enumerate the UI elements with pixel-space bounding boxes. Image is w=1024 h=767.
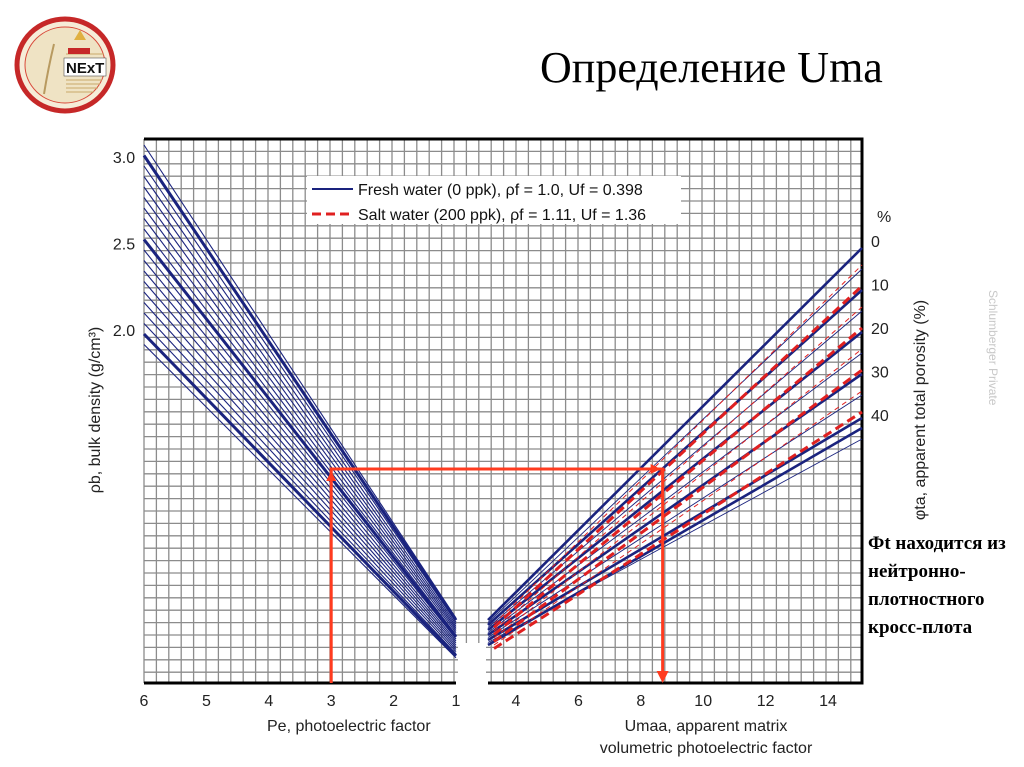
right-panel-lines [487,247,864,650]
rhob-axis-title: ρb, bulk density (g/cm³) [87,327,104,493]
umaa-tick: 8 [636,693,645,710]
next-logo: NExT [14,14,116,116]
porosity-tick: 30 [871,365,889,382]
porosity-tick: 40 [871,408,889,425]
pe-tick: 2 [389,693,398,710]
pe-tick: 1 [452,693,461,710]
svg-text:Fresh water (0 ppk), ρf = 1.0,: Fresh water (0 ppk), ρf = 1.0, Uf = 0.39… [358,182,643,199]
pe-tick: 5 [202,693,211,710]
example-guide-path [326,464,669,683]
umaa-axis-title-1: Umaa, apparent matrix [625,718,788,735]
note-line: кросс-плота [868,617,973,638]
porosity-axis-title: φta, apparent total porosity (%) [912,300,929,520]
porosity-unit: % [877,209,891,226]
watermark: Schlumberger Private [986,290,1000,406]
porosity-tick: 20 [871,321,889,338]
umaa-tick: 4 [512,693,521,710]
umaa-tick: 6 [574,693,583,710]
svg-text:NExT: NExT [66,60,104,77]
pe-tick: 6 [140,693,149,710]
pe-tick: 3 [327,693,336,710]
umaa-axis-title-2: volumetric photoelectric factor [600,740,813,757]
svg-text:Salt water (200 ppk), ρf = 1.1: Salt water (200 ppk), ρf = 1.11, Uf = 1.… [358,207,646,224]
porosity-tick: 10 [871,278,889,295]
rhob-tick: 2.5 [113,237,135,254]
pe-tick: 4 [264,693,273,710]
pe-axis-title: Pe, photoelectric factor [267,718,431,735]
note-line: плотностного [868,589,985,610]
slide-title: Определение Uma [540,43,883,92]
umaa-tick: 14 [819,693,837,710]
legend: Fresh water (0 ppk), ρf = 1.0, Uf = 0.39… [307,176,681,224]
umaa-tick: 12 [757,693,775,710]
rhob-tick: 2.0 [113,323,135,340]
porosity-tick: 0 [871,234,880,251]
rhob-tick: 3.0 [113,150,135,167]
left-panel-lines [142,144,458,659]
note-line: Фt находится из [868,533,1006,554]
note-line: нейтронно- [868,561,966,582]
umaa-tick: 10 [694,693,712,710]
side-note: Фt находится из нейтронно- плотностного … [868,530,1024,642]
